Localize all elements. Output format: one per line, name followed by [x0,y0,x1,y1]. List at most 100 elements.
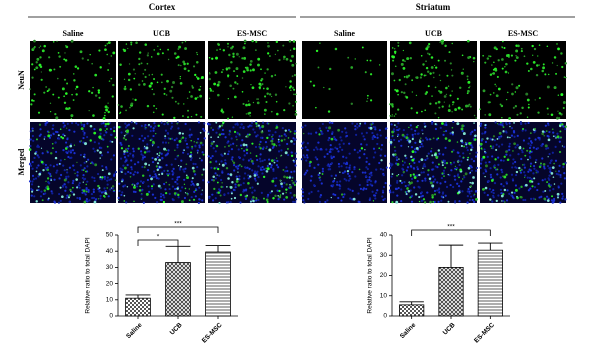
neun-dot [312,84,316,87]
neun-dot [426,155,428,157]
neun-dot [199,157,201,159]
dapi-dot [434,127,438,131]
dapi-dot [396,179,399,183]
neun-dot [533,177,536,180]
dapi-dot [43,135,46,139]
dapi-dot [153,170,156,173]
dapi-dot [114,170,117,174]
neun-dot [268,148,272,152]
dapi-dot [362,135,365,138]
dapi-dot [421,139,424,142]
neun-dot [166,121,169,124]
neun-dot [538,165,542,169]
dapi-dot [277,150,281,153]
neun-dot [503,188,507,192]
neun-dot [196,60,199,64]
dapi-dot [232,142,235,145]
dapi-dot [326,164,329,167]
neun-dot [366,100,368,103]
dapi-dot [239,144,243,147]
dapi-dot [113,126,116,129]
neun-dot [529,150,532,153]
dapi-dot [523,163,526,166]
dapi-dot [330,155,333,158]
neun-dot [190,115,193,118]
neun-dot [75,85,79,89]
neun-dot [484,124,487,127]
dapi-dot [471,198,474,202]
neun-dot [547,184,551,187]
dapi-dot [348,168,351,171]
neun-dot [221,182,223,184]
dapi-dot [207,123,210,126]
neun-dot [468,86,470,89]
dapi-dot [405,156,408,160]
dapi-dot [456,182,459,185]
neun-dot [239,164,241,166]
neun-dot [186,97,189,100]
neun-dot [56,40,58,42]
dapi-dot [250,124,253,127]
dapi-dot [301,142,304,145]
neun-dot [526,116,529,118]
dapi-dot [497,156,500,159]
neun-dot [473,138,477,141]
y-tick-label: 40 [106,248,114,255]
neun-dot [89,162,92,165]
dapi-dot [475,169,478,172]
neun-dot [482,155,486,159]
neun-dot [199,131,202,134]
dapi-dot [221,128,225,132]
dapi-dot [319,179,322,182]
dapi-dot [29,130,32,133]
dapi-dot [241,139,244,142]
neun-dot [34,152,37,155]
neun-dot [111,95,114,98]
dapi-dot [36,154,39,157]
dapi-dot [50,190,53,193]
neun-dot [290,140,293,143]
neun-dot [191,177,194,180]
dapi-dot [31,167,34,170]
neun-dot [252,196,255,199]
dapi-dot [395,158,399,162]
column-label: ES-MSC [508,29,538,38]
neun-dot [271,179,275,183]
neun-dot [127,145,130,147]
micrograph [30,41,116,119]
neun-dot [451,131,455,134]
neun-dot [197,96,199,98]
dapi-dot [161,157,164,160]
neun-dot [245,113,247,115]
neun-dot [528,103,530,106]
neun-dot [98,187,101,189]
dapi-dot [294,164,297,167]
dapi-dot [374,151,377,154]
dapi-dot [189,158,193,161]
dapi-dot [410,200,414,203]
dapi-dot [236,123,239,126]
dapi-dot [527,121,530,125]
dapi-dot [255,172,258,175]
neun-dot [120,180,124,183]
dapi-dot [548,130,551,134]
dapi-dot [33,195,36,198]
dapi-dot [473,129,476,132]
neun-dot [409,196,412,199]
dapi-dot [334,146,337,149]
dapi-dot [520,122,523,125]
neun-dot [46,90,49,93]
neun-dot [184,40,187,43]
dapi-dot [277,197,280,201]
dapi-dot [524,122,527,125]
neun-dot [370,99,373,102]
neun-dot [527,106,530,109]
dapi-dot [185,142,189,146]
neun-dot [132,68,136,71]
neun-dot [125,138,127,141]
neun-dot [241,77,244,79]
dapi-dot [32,139,35,142]
dapi-dot [208,196,211,199]
neun-dot [240,165,243,168]
dapi-dot [242,158,245,161]
